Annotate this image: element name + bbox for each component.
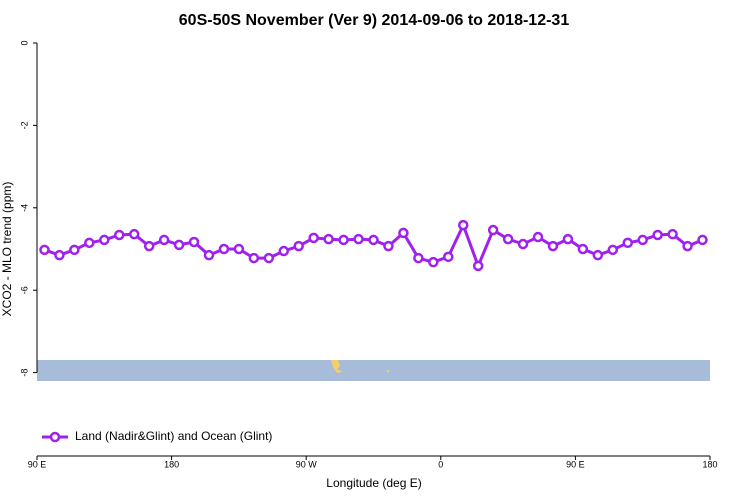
land-patch	[331, 360, 343, 373]
series-line	[43, 221, 704, 271]
point	[398, 227, 409, 239]
point	[99, 234, 110, 246]
point	[54, 249, 65, 261]
point	[502, 233, 514, 245]
y-tick-label: -6	[19, 286, 29, 294]
point	[457, 219, 469, 231]
point	[682, 240, 693, 252]
point	[248, 252, 260, 264]
x-axis-label: Longitude (deg E)	[326, 476, 421, 490]
point	[487, 224, 499, 236]
point	[652, 229, 663, 241]
point	[158, 234, 170, 246]
y-tick-label: -8	[19, 369, 29, 377]
point	[607, 244, 619, 256]
point	[667, 228, 678, 240]
point	[383, 240, 394, 252]
point	[188, 236, 200, 248]
point	[428, 256, 439, 268]
point	[443, 251, 454, 263]
land-patch	[387, 370, 389, 372]
point	[532, 231, 544, 243]
point	[233, 243, 245, 255]
point	[323, 233, 334, 245]
x-tick-label: 90 E	[28, 459, 47, 469]
legend-marker	[49, 431, 61, 443]
point	[413, 252, 424, 264]
point	[263, 252, 275, 264]
x-tick-label: 0	[438, 459, 443, 469]
y-tick-label: -4	[19, 204, 29, 212]
chart-title: 60S-50S November (Ver 9) 2014-09-06 to 2…	[179, 12, 570, 29]
point	[114, 229, 125, 241]
point	[39, 244, 50, 256]
x-tick-label: 180	[702, 459, 717, 469]
point	[592, 249, 604, 261]
point	[173, 239, 185, 251]
point	[143, 240, 155, 252]
point	[577, 243, 589, 255]
point	[353, 233, 364, 245]
point	[218, 243, 230, 255]
point	[622, 237, 633, 249]
x-tick-label: 90 E	[566, 459, 585, 469]
point	[472, 260, 484, 272]
map-band	[37, 360, 710, 381]
y-tick-label: 0	[19, 40, 29, 45]
x-tick-label: 90 W	[296, 459, 318, 469]
point	[203, 249, 215, 261]
point	[697, 234, 708, 246]
point	[637, 234, 648, 246]
y-axis-label: XCO2 - MLO trend (ppm)	[0, 182, 14, 317]
x-tick-label: 180	[164, 459, 179, 469]
point	[293, 240, 304, 252]
legend-label: Land (Nadir&Glint) and Ocean (Glint)	[75, 429, 272, 443]
point	[368, 234, 379, 246]
y-tick-label: -2	[19, 121, 29, 129]
point	[69, 244, 80, 256]
point	[517, 238, 529, 250]
point	[84, 237, 95, 249]
point	[338, 234, 349, 246]
point	[547, 240, 559, 252]
point	[308, 232, 319, 244]
point	[128, 228, 140, 240]
point	[278, 245, 290, 257]
point	[562, 233, 574, 245]
